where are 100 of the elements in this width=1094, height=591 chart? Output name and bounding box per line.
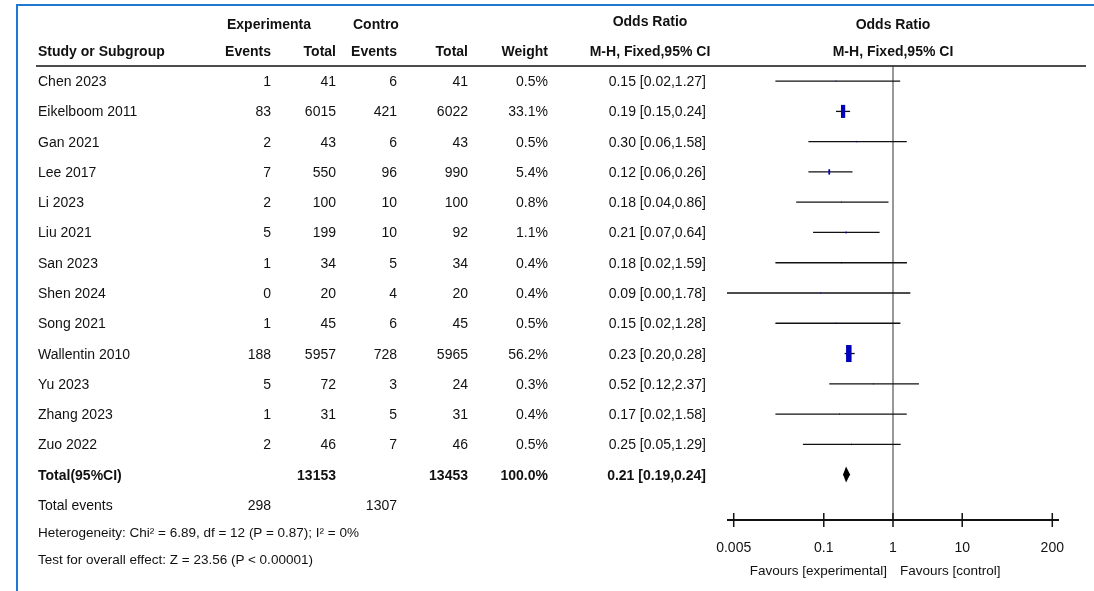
data-label: 5 — [263, 224, 272, 241]
data-label: 199 — [312, 224, 337, 241]
data-label: 1307 — [365, 496, 398, 513]
data-label: 0.4% — [516, 406, 548, 423]
data-label: 34 — [452, 254, 469, 271]
data-label: 31 — [320, 406, 337, 423]
data-label: 43 — [452, 133, 469, 150]
data-label: 83 — [255, 103, 272, 120]
data-label: 5965 — [436, 345, 469, 362]
category-label: Lee 2017 — [38, 163, 97, 180]
category-label: Liu 2021 — [38, 224, 92, 241]
category-label: Zhang 2023 — [38, 406, 113, 423]
data-label: 7 — [389, 436, 398, 453]
data-label: 1 — [263, 315, 272, 332]
data-label: 33.1% — [508, 103, 548, 120]
text: Favours [control] — [900, 563, 1001, 578]
data-label: 550 — [312, 163, 337, 180]
category-label: Eikelboom 2011 — [38, 103, 138, 120]
data-label: 1 — [263, 406, 272, 423]
text: Total — [303, 43, 336, 59]
data-label: 6 — [389, 133, 398, 150]
data-label: 100 — [312, 194, 337, 211]
text: Odds Ratio M-H, Fixed,95% CI — [589, 13, 711, 59]
data-label: 6022 — [436, 103, 469, 120]
category-label: Wallentin 2010 — [38, 345, 131, 362]
data-label: 5957 — [304, 345, 337, 362]
data-label: 41 — [320, 73, 337, 90]
data-label: 0.17 [0.02,1.58] — [608, 406, 706, 423]
data-label: 6 — [389, 73, 398, 90]
data-label: 43 — [320, 133, 337, 150]
data-label: 990 — [444, 163, 469, 180]
text: Total — [435, 43, 468, 59]
data-label: 0.52 [0.12,2.37] — [608, 375, 706, 392]
data-label: 0.21 [0.19,0.24] — [607, 466, 706, 483]
data-label: 0.18 [0.04,0.86] — [608, 194, 706, 211]
text: Favours [experimental] — [749, 563, 887, 578]
data-label: 5 — [389, 254, 398, 271]
data-label: 5.4% — [516, 163, 548, 180]
data-label: 3 — [389, 375, 398, 392]
data-label: 298 — [247, 496, 272, 513]
data-label: 72 — [320, 375, 337, 392]
data-label: 20 — [452, 285, 469, 301]
data-label: 0.15 [0.02,1.27] — [608, 73, 706, 90]
data-label: 0.4% — [516, 285, 548, 301]
text: Test for overall effect: Z = 23.56 (P < 0.00001) — [38, 551, 313, 567]
data-label: 10 — [381, 224, 398, 241]
data-label: 56.2% — [508, 345, 548, 362]
data-label: 45 — [320, 315, 337, 332]
category-label: Total(95%CI) — [38, 466, 122, 483]
data-label: 2 — [263, 436, 272, 453]
data-label: 0.5% — [516, 133, 548, 150]
data-label: 13453 — [429, 466, 469, 483]
category-label: Song 2021 — [38, 315, 106, 332]
data-label: 0.8% — [516, 194, 548, 211]
data-label: 7 — [263, 163, 272, 180]
category-label: Shen 2024 — [38, 285, 106, 301]
data-label: 5 — [389, 406, 398, 423]
data-label: 0.09 [0.00,1.78] — [608, 285, 706, 301]
category-label: Chen 2023 — [38, 73, 107, 90]
data-label: 4 — [389, 285, 398, 301]
data-label: 2 — [263, 194, 272, 211]
data-label: 6015 — [304, 103, 337, 120]
data-label: 1 — [263, 73, 272, 90]
chart-title: Odds Ratio — [855, 16, 931, 32]
data-label: 0.21 [0.07,0.64] — [608, 224, 706, 241]
data-label: 1 — [263, 254, 272, 271]
data-label: 0.5% — [516, 315, 548, 332]
data-label: 0.18 [0.02,1.59] — [608, 254, 706, 271]
data-label: 10 — [381, 194, 398, 211]
category-label: Zuo 2022 — [38, 436, 98, 453]
text: Experimenta — [227, 16, 312, 32]
chart-subtitle: M-H, Fixed,95% CI — [832, 43, 954, 59]
x-tick-label: 200 — [1040, 539, 1065, 555]
x-tick-label: 0.1 — [814, 539, 834, 555]
data-label: 2 — [263, 133, 272, 150]
data-label: 0.25 [0.05,1.29] — [608, 436, 706, 453]
data-label: 1.1% — [516, 224, 548, 241]
category-label: Li 2023 — [38, 194, 85, 211]
data-label: 41 — [452, 73, 469, 90]
category-label: Total events — [38, 496, 113, 513]
data-label: 96 — [381, 163, 398, 180]
text: Contro — [353, 16, 399, 32]
data-label: 13153 — [297, 466, 337, 483]
x-tick-label: 1 — [889, 539, 898, 555]
data-label: 0.15 [0.02,1.28] — [608, 315, 706, 332]
data-label: 100.0% — [500, 466, 549, 483]
text: Events — [225, 43, 272, 59]
data-label: 31 — [452, 406, 469, 423]
data-label: 421 — [373, 103, 398, 120]
data-label: 5 — [263, 375, 272, 392]
x-tick-label: 0.005 — [716, 539, 752, 555]
data-label: 24 — [452, 375, 469, 392]
data-label: 0.5% — [516, 73, 548, 90]
text: Study or Subgroup — [38, 43, 165, 59]
text: Heterogeneity: Chi² = 6.89, df = 12 (P = 0.87); I² = 0% — [38, 524, 359, 540]
data-label: 0.12 [0.06,0.26] — [608, 163, 706, 180]
data-label: 100 — [444, 194, 469, 211]
category-label: Gan 2021 — [38, 133, 100, 150]
category-label: San 2023 — [38, 254, 99, 271]
data-label: 92 — [452, 224, 469, 241]
